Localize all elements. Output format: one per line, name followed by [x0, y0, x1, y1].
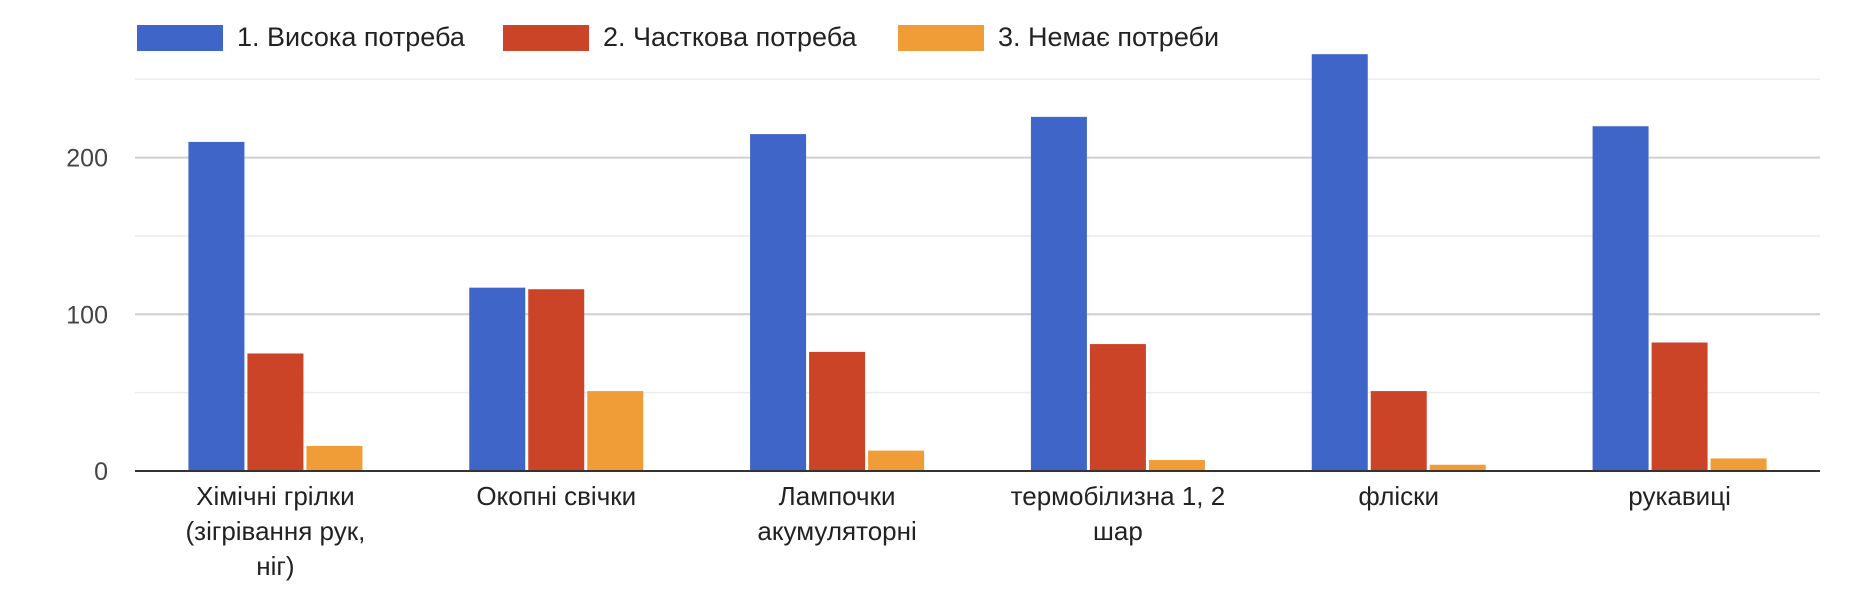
bar-1-cat-5	[1311, 54, 1368, 471]
x-category-label: шар	[1093, 516, 1143, 546]
x-category-label: ніг)	[256, 551, 294, 581]
x-category-label: (зігрівання рук,	[185, 516, 365, 546]
bar-2-cat-6	[1651, 342, 1708, 471]
x-category-label: рукавиці	[1628, 481, 1731, 511]
bar-1-cat-1	[188, 141, 245, 471]
bar-2-cat-3	[809, 351, 866, 471]
x-category-label: Окопні свічки	[476, 481, 636, 511]
legend-item-partial-need[interactable]: 2. Часткова потреба	[503, 22, 857, 53]
x-category-label: Лампочки	[779, 481, 896, 511]
bar-2-cat-4	[1089, 344, 1146, 471]
x-category-label: акумуляторні	[757, 516, 916, 546]
legend-swatch-high-need	[137, 24, 223, 51]
legend-swatch-partial-need	[503, 24, 589, 51]
bar-1-cat-3	[750, 134, 807, 471]
legend: 1. Висока потреба 2. Часткова потреба 3.…	[0, 22, 1868, 62]
x-category-label: Хімічні грілки	[196, 481, 354, 511]
bar-3-cat-2	[587, 391, 644, 471]
bar-1-cat-2	[469, 287, 526, 471]
legend-label-partial-need: 2. Часткова потреба	[603, 22, 857, 52]
legend-swatch-no-need	[898, 24, 984, 51]
y-tick-label: 100	[66, 301, 108, 329]
legend-item-high-need[interactable]: 1. Висока потреба	[137, 22, 465, 53]
bar-2-cat-1	[247, 353, 304, 471]
x-category-label: фліски	[1358, 481, 1439, 511]
legend-label-no-need: 3. Немає потреби	[998, 22, 1220, 52]
legend-item-no-need[interactable]: 3. Немає потреби	[898, 22, 1219, 53]
y-tick-label: 200	[66, 145, 108, 173]
legend-label-high-need: 1. Висока потреба	[237, 22, 465, 52]
bar-2-cat-5	[1370, 391, 1427, 471]
y-tick-label: 0	[94, 458, 108, 486]
x-category-label: термобілизна 1, 2	[1011, 481, 1226, 511]
bar-3-cat-3	[868, 450, 925, 471]
bar-2-cat-2	[528, 289, 585, 471]
bar-1-cat-4	[1030, 116, 1087, 471]
bar-3-cat-4	[1148, 460, 1205, 471]
bar-3-cat-6	[1710, 458, 1767, 471]
bar-3-cat-1	[306, 445, 363, 471]
bar-3-cat-5	[1429, 464, 1486, 471]
bar-1-cat-6	[1592, 126, 1649, 471]
